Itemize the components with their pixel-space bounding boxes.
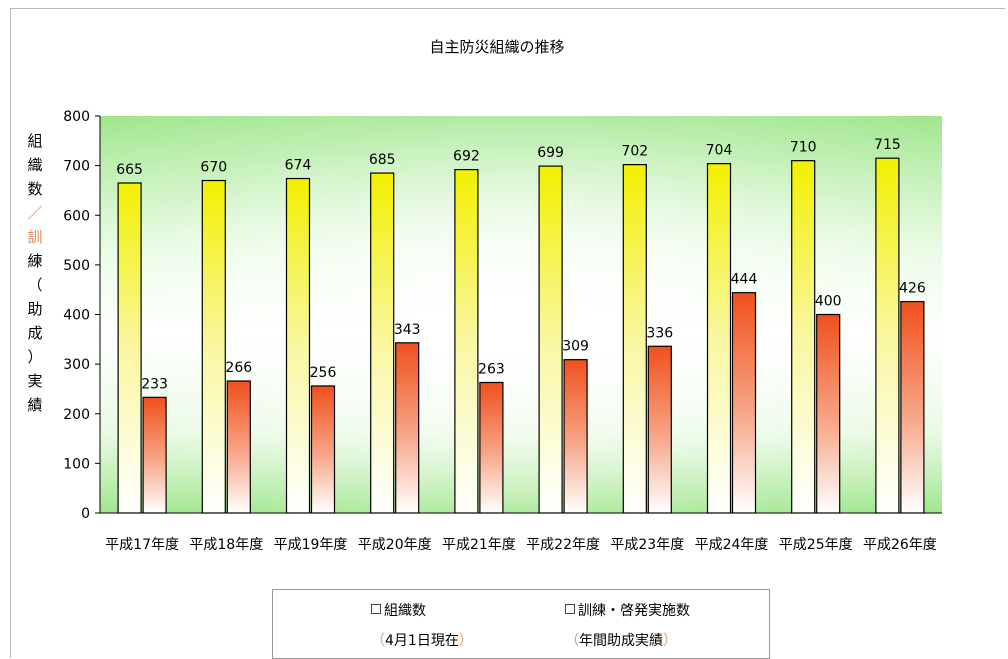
bar-trainings — [647, 345, 672, 514]
y-tick-label: 400 — [63, 308, 90, 324]
legend-label: 訓練・啓発実施数 — [578, 603, 690, 619]
bars: 665 233 670 266 674 256 685 343 692 263 699 309 702 3… — [116, 137, 926, 514]
data-label: 426 — [899, 281, 926, 297]
data-label: 263 — [478, 361, 505, 377]
legend-item-organizations: 組織数 （4月1日現在） — [371, 600, 473, 650]
data-label: 670 — [200, 160, 227, 176]
y-axis-label-char: 訓 — [27, 228, 42, 246]
data-label: 704 — [706, 143, 733, 159]
data-label: 692 — [453, 149, 480, 165]
x-category-label: 平成19年度 — [274, 537, 348, 553]
legend-sublabel: （年間助成実績） — [565, 633, 677, 649]
x-category-label: 平成17年度 — [105, 537, 179, 553]
legend-label: 組織数 — [384, 603, 426, 619]
data-label: 665 — [116, 162, 143, 178]
legend-swatch-icon — [565, 604, 575, 614]
plot-area-glow — [100, 116, 942, 513]
bar-organizations — [454, 168, 479, 514]
bar-trainings — [731, 292, 757, 514]
y-axis-label-char: 組 — [27, 132, 42, 150]
legend-swatch-icon — [371, 604, 381, 614]
bar-trainings — [479, 381, 504, 514]
bar-organizations — [201, 179, 226, 514]
data-label: 233 — [141, 376, 168, 392]
bar-organizations — [285, 177, 311, 514]
y-tick-label: 800 — [63, 109, 90, 125]
y-axis-label-char: ） — [27, 348, 42, 366]
y-tick-label: 200 — [63, 407, 90, 423]
x-category-label: 平成24年度 — [695, 537, 769, 553]
x-category-label: 平成26年度 — [863, 537, 937, 553]
bar-organizations — [791, 160, 816, 514]
bar-organizations — [875, 157, 900, 514]
y-tick-label: 700 — [63, 159, 90, 175]
data-label: 699 — [537, 145, 564, 161]
data-label: 343 — [394, 322, 421, 338]
y-axis-label-char: 練 — [27, 252, 42, 270]
y-tick-label: 0 — [81, 506, 90, 522]
x-category-label: 平成23年度 — [610, 537, 684, 553]
data-label: 702 — [621, 144, 648, 160]
bar-trainings — [900, 300, 925, 514]
x-category-label: 平成22年度 — [526, 537, 600, 553]
data-label: 400 — [815, 294, 842, 310]
x-category-label: 平成18年度 — [189, 537, 263, 553]
x-axis-categories: 平成17年度 平成18年度 平成19年度 平成20年度 平成21年度 平成22年度 平成23… — [105, 537, 937, 553]
bar-trainings — [395, 342, 420, 514]
bar-organizations — [622, 164, 647, 514]
data-label: 710 — [790, 140, 817, 156]
y-axis-label-char: ／ — [27, 204, 42, 222]
y-axis-label-char: 助 — [27, 300, 42, 318]
data-label: 336 — [646, 325, 673, 341]
data-label: 256 — [310, 365, 337, 381]
bar-trainings — [142, 396, 167, 514]
chart-title: 自主防災組織の推移 — [429, 38, 564, 56]
y-axis-label-char: 績 — [27, 396, 42, 414]
legend-item-trainings: 訓練・啓発実施数 （年間助成実績） — [565, 600, 690, 650]
y-axis-label-char: 実 — [27, 372, 42, 390]
y-axis-label-char: 成 — [27, 324, 42, 342]
bar-trainings — [563, 359, 588, 514]
data-label: 444 — [731, 272, 758, 288]
x-category-label: 平成21年度 — [442, 537, 516, 553]
x-category-label: 平成20年度 — [358, 537, 432, 553]
y-tick-label: 500 — [63, 258, 90, 274]
chart-frame — [10, 8, 1005, 658]
y-axis-label-char: （ — [27, 276, 42, 294]
bar-trainings — [310, 385, 336, 514]
y-axis-ticks: 0 100 200 300 400 500 600 700 800 — [63, 109, 100, 522]
data-label: 674 — [285, 158, 312, 174]
legend-sublabel: （4月1日現在） — [371, 633, 473, 649]
data-label: 309 — [562, 339, 589, 355]
bar-trainings — [816, 313, 841, 514]
data-label: 685 — [369, 152, 396, 168]
y-tick-label: 600 — [63, 208, 90, 224]
bar-organizations — [706, 163, 732, 514]
y-axis-label-char: 織 — [27, 156, 42, 174]
legend: 組織数 （4月1日現在） 訓練・啓発実施数 （年間助成実績） — [272, 589, 770, 659]
data-label: 715 — [874, 137, 901, 153]
bar-trainings — [226, 380, 251, 514]
y-tick-label: 100 — [63, 456, 90, 472]
bar-organizations — [370, 172, 395, 514]
bar-organizations — [538, 165, 563, 514]
y-tick-label: 300 — [63, 357, 90, 373]
y-axis-label: 組織数 ／ 訓練 （ 助成 ） 実績 — [27, 132, 42, 414]
x-category-label: 平成25年度 — [779, 537, 853, 553]
data-label: 266 — [225, 360, 252, 376]
bar-organizations — [117, 182, 142, 514]
y-axis-label-char: 数 — [27, 180, 42, 198]
